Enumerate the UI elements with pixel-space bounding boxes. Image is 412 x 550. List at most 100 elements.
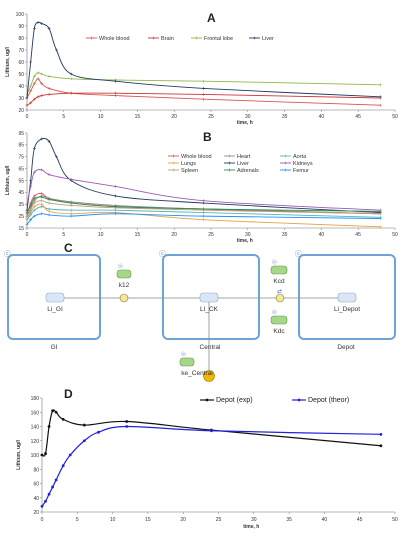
data-point xyxy=(40,137,44,141)
data-point xyxy=(113,79,117,83)
species-li-depot[interactable] xyxy=(337,292,357,303)
x-tick-label: 10 xyxy=(98,114,104,120)
data-point xyxy=(61,417,65,421)
reaction-k12[interactable] xyxy=(119,293,129,303)
legend-marker xyxy=(228,168,231,172)
panel-c-letter: C xyxy=(64,241,73,255)
x-tick-label: 15 xyxy=(145,517,151,523)
legend-marker xyxy=(172,168,175,172)
param-k12-icon: ⓟ xyxy=(118,263,123,270)
data-point xyxy=(47,93,51,96)
x-tick-label: 35 xyxy=(282,232,288,238)
panel-c: C ⓒ ⓒ ⓒ Li_GI LI_CK Li_Depot ⓟ k12 ⓟ Kcd… xyxy=(4,241,396,382)
y-tick-label: 35 xyxy=(18,202,24,208)
x-tick-label: 10 xyxy=(110,517,116,523)
data-point xyxy=(25,202,29,206)
reaction-elimination[interactable] xyxy=(203,370,215,382)
series-line xyxy=(26,21,381,99)
data-point xyxy=(44,452,47,455)
data-point xyxy=(47,201,51,205)
data-point xyxy=(47,492,51,496)
data-point xyxy=(378,103,382,107)
legend-marker xyxy=(284,168,287,172)
param-ke-label: ke_Central xyxy=(181,370,213,377)
data-point xyxy=(40,212,44,216)
data-point xyxy=(113,91,117,95)
data-point xyxy=(54,478,58,482)
data-point xyxy=(68,453,72,457)
data-point xyxy=(36,95,40,99)
legend-marker xyxy=(284,161,287,165)
y-tick-label: 90 xyxy=(18,24,24,30)
y-tick-label: 25 xyxy=(18,214,24,220)
data-point xyxy=(47,198,51,201)
data-point xyxy=(379,432,383,436)
x-tick-label: 50 xyxy=(392,232,398,238)
x-tick-label: 5 xyxy=(62,114,65,120)
data-point xyxy=(202,87,206,90)
data-point xyxy=(113,208,117,212)
species-li-gi[interactable] xyxy=(45,292,65,303)
legend-label: Depot (theor) xyxy=(308,397,349,404)
x-tick-label: 25 xyxy=(208,114,214,120)
legend-marker xyxy=(152,36,155,40)
legend-marker xyxy=(253,36,256,40)
param-kcd-pill[interactable] xyxy=(270,265,288,275)
data-point xyxy=(47,139,51,143)
data-point xyxy=(202,201,206,205)
x-tick-label: 0 xyxy=(41,517,44,523)
data-point xyxy=(55,155,58,159)
data-point xyxy=(113,194,117,198)
central-corner-icon: ⓒ xyxy=(159,250,166,258)
data-point xyxy=(210,429,213,433)
species-li-ck[interactable] xyxy=(199,292,219,303)
x-tick-label: 40 xyxy=(322,517,328,523)
param-k12-pill[interactable] xyxy=(116,269,132,279)
data-point xyxy=(69,201,73,205)
x-tick-label: 30 xyxy=(251,517,257,523)
legend-label: Heart xyxy=(237,154,251,160)
series-line xyxy=(26,206,381,220)
x-tick-label: 25 xyxy=(216,517,222,523)
data-point xyxy=(55,48,58,52)
data-point xyxy=(44,499,47,503)
data-point xyxy=(82,439,86,443)
y-axis-label: Lithium, ug/l xyxy=(16,440,22,470)
x-tick-label: 35 xyxy=(286,517,292,523)
param-kcd-label: Kcd xyxy=(273,278,285,285)
data-point xyxy=(47,173,51,176)
legend-marker xyxy=(195,36,198,40)
legend-label: Frontal lobe xyxy=(204,36,233,42)
label-li-gi: Li_GI xyxy=(47,306,63,313)
data-point xyxy=(69,208,73,212)
y-tick-label: 100 xyxy=(31,453,40,459)
x-tick-label: 10 xyxy=(98,232,104,238)
data-point xyxy=(32,196,36,200)
y-axis-label: Lithium, ug/l xyxy=(5,165,11,195)
x-tick-label: 50 xyxy=(392,517,398,523)
label-li-depot: Li_Depot xyxy=(334,306,360,313)
compartment-central-label: Central xyxy=(200,344,222,351)
data-point xyxy=(29,60,33,64)
param-ke-icon: ⓟ xyxy=(181,351,186,358)
param-kdc-label: Kdc xyxy=(273,328,285,335)
data-point xyxy=(47,425,51,428)
param-ke-pill[interactable] xyxy=(179,357,195,367)
data-point xyxy=(25,96,29,100)
param-kdc-pill[interactable] xyxy=(270,315,288,325)
x-axis-label: time, h xyxy=(237,238,253,244)
x-tick-label: 20 xyxy=(180,517,186,523)
x-tick-label: 50 xyxy=(392,114,398,120)
series-line xyxy=(26,78,381,106)
data-point xyxy=(29,185,33,188)
data-point xyxy=(125,425,129,428)
data-point xyxy=(113,205,117,209)
data-point xyxy=(47,27,51,30)
data-point xyxy=(378,95,382,99)
reaction-depot-exchange[interactable] xyxy=(275,293,285,303)
y-tick-label: 45 xyxy=(18,190,24,196)
data-point xyxy=(378,83,382,87)
chart-d: 0 5 10 15 20 25 30 35 40 45 50 20 40 60 80 100 120 140 160… xyxy=(16,396,398,530)
data-point xyxy=(69,77,73,81)
y-tick-label: 75 xyxy=(18,155,24,161)
